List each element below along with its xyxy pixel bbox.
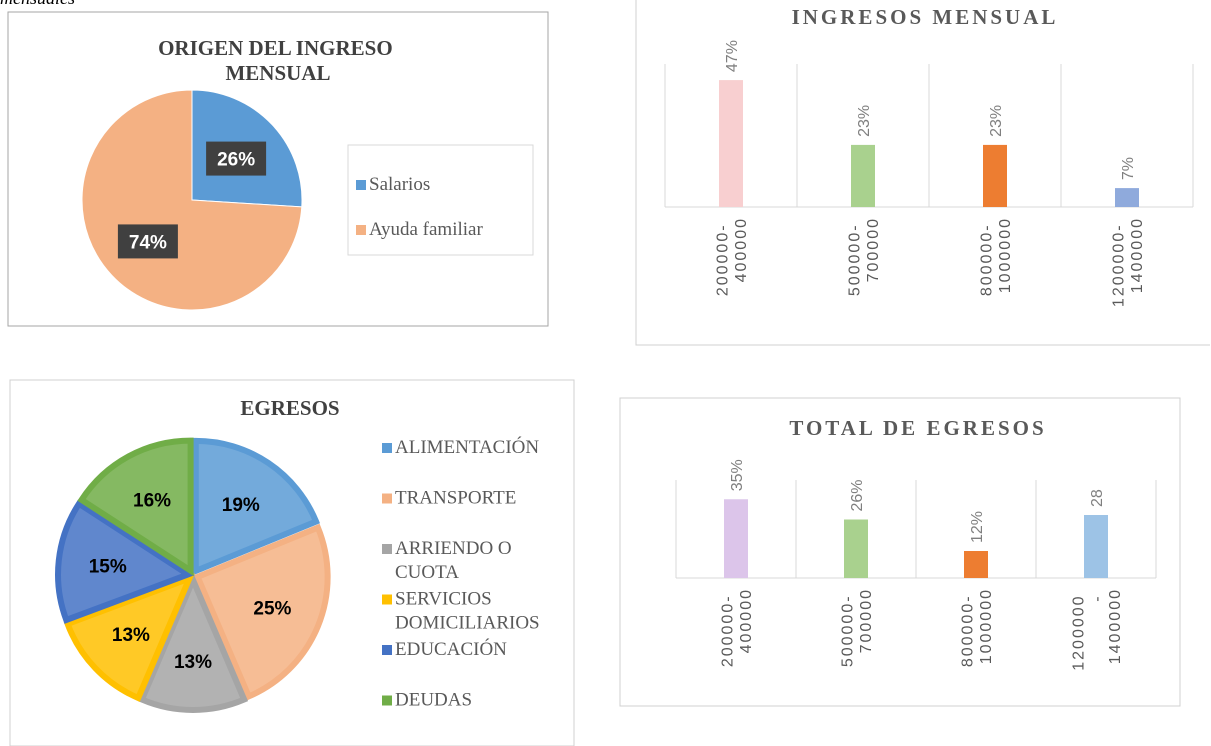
data-label: 7% [1120, 157, 1137, 180]
caption: mensuales [0, 0, 75, 8]
data-label: 19% [222, 495, 260, 516]
bar [844, 519, 868, 578]
bar [983, 144, 1007, 207]
x-tick-label: 500000- 700000 [846, 217, 881, 296]
data-label: 23% [988, 105, 1005, 137]
x-tick-label: 200000- 400000 [714, 217, 749, 296]
legend-label: TRANSPORTE [395, 488, 516, 509]
x-tick-label: 1200000 - 1400000 [1070, 588, 1124, 671]
pie-slice [137, 572, 249, 713]
bar [851, 144, 875, 207]
frame [635, 0, 1210, 346]
legend-swatch [356, 225, 366, 235]
data-label: 15% [89, 557, 127, 578]
data-label: 74% [129, 232, 167, 253]
legend-label: SERVICIOS DOMICILIARIOS [395, 589, 540, 634]
legend-label: DEUDAS [395, 690, 472, 711]
legend-swatch [382, 695, 392, 706]
x-tick-label: 800000- 1000000 [978, 217, 1013, 296]
legend-swatch [382, 645, 392, 655]
data-label: 26% [217, 150, 255, 171]
data-label: 12% [969, 511, 986, 543]
legend-swatch [382, 493, 392, 504]
pie-slice [63, 573, 195, 702]
data-label: 13% [174, 652, 212, 673]
bar [724, 499, 748, 578]
legend-swatch [382, 544, 392, 554]
chart-title: TOTAL DE EGRESOS [789, 416, 1046, 440]
pie-slice [77, 437, 194, 577]
legend-box [347, 144, 534, 256]
label-box [206, 141, 267, 176]
pie-slice [193, 523, 331, 701]
chart-title: EGRESOS [240, 396, 339, 420]
bar [1084, 515, 1108, 578]
bar [1115, 188, 1139, 207]
legend-swatch [382, 594, 392, 605]
chart-title: INGRESOS MENSUAL [792, 5, 1059, 29]
legend-label: EDUCACIÓN [395, 638, 507, 660]
x-tick-label: 200000- 400000 [719, 588, 754, 667]
chart-title: ORIGEN DEL INGRESO MENSUAL [158, 36, 398, 85]
bar [964, 551, 988, 578]
label-box [117, 224, 178, 259]
bar [719, 80, 743, 207]
pie-slice [55, 499, 195, 624]
data-label: 28 [1089, 489, 1106, 507]
data-label: 16% [133, 491, 171, 512]
x-tick-label: 800000- 1000000 [959, 588, 994, 667]
legend-label: Ayuda familiar [369, 219, 483, 240]
data-label: 47% [724, 40, 741, 72]
data-label: 35% [729, 459, 746, 491]
data-label: 26% [849, 479, 866, 511]
legend-swatch [382, 443, 392, 453]
legend-label: Salarios [369, 174, 430, 195]
x-tick-label: 1200000- 1400000 [1110, 217, 1145, 307]
data-label: 23% [856, 105, 873, 137]
pie-slice [192, 437, 320, 576]
legend-label: ALIMENTACIÓN [395, 436, 539, 458]
legend-swatch [356, 180, 366, 190]
legend-label: ARRIENDO O CUOTA [395, 538, 516, 583]
x-tick-label: 500000- 700000 [839, 588, 874, 667]
data-label: 13% [112, 625, 150, 646]
data-label: 25% [253, 599, 291, 620]
